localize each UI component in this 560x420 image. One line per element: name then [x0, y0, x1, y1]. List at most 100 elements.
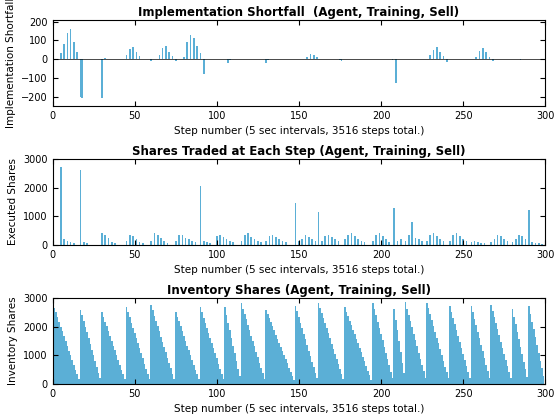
Bar	[321, 241, 323, 245]
Bar	[538, 243, 539, 245]
Bar	[298, 317, 300, 384]
Bar	[167, 243, 169, 245]
Bar	[237, 369, 239, 384]
Bar	[346, 312, 347, 384]
Bar	[526, 377, 528, 384]
Bar	[160, 238, 162, 245]
Bar	[479, 339, 480, 384]
Bar	[247, 234, 249, 245]
Bar	[198, 379, 199, 384]
Bar	[508, 372, 510, 384]
Bar	[541, 244, 543, 245]
Bar	[503, 239, 505, 245]
Bar	[475, 57, 477, 59]
Bar	[416, 346, 418, 384]
Bar	[338, 364, 339, 384]
Bar	[150, 305, 152, 384]
Bar	[188, 239, 190, 245]
Bar	[306, 345, 308, 384]
Bar	[490, 242, 492, 245]
Bar	[267, 314, 269, 384]
Bar	[336, 359, 338, 384]
Bar	[195, 370, 197, 384]
Bar	[433, 50, 435, 59]
Bar	[269, 236, 270, 245]
Bar	[292, 376, 293, 384]
Bar	[259, 362, 260, 384]
Bar	[88, 338, 90, 384]
Bar	[366, 366, 367, 384]
Bar	[80, 59, 81, 97]
Bar	[415, 340, 416, 384]
Bar	[452, 318, 454, 384]
Bar	[132, 47, 134, 59]
Bar	[241, 303, 242, 384]
Bar	[449, 306, 451, 384]
Bar	[139, 348, 141, 384]
Bar	[433, 326, 435, 384]
Bar	[175, 312, 176, 384]
Bar	[220, 369, 221, 384]
Bar	[370, 380, 372, 384]
Bar	[467, 372, 469, 384]
Bar	[199, 53, 201, 59]
Bar	[380, 334, 382, 384]
Bar	[493, 317, 495, 384]
Bar	[454, 324, 456, 384]
Bar	[500, 341, 502, 384]
Bar	[264, 379, 265, 384]
Bar	[78, 379, 80, 384]
Bar	[305, 339, 306, 384]
Bar	[484, 358, 486, 384]
Bar	[328, 235, 329, 245]
Bar	[185, 238, 186, 245]
Bar	[214, 353, 216, 384]
Bar	[270, 322, 272, 384]
Bar	[234, 353, 236, 384]
Bar	[104, 322, 106, 384]
Bar	[162, 342, 164, 384]
Bar	[421, 365, 423, 384]
Bar	[282, 351, 283, 384]
Bar	[375, 235, 377, 245]
Bar	[80, 170, 81, 245]
Bar	[393, 207, 395, 245]
Bar	[539, 361, 541, 384]
Bar	[229, 331, 231, 384]
Bar	[193, 39, 195, 59]
Bar	[65, 341, 67, 384]
Bar	[362, 357, 364, 384]
Bar	[124, 379, 125, 384]
Bar	[405, 302, 407, 384]
Bar	[295, 203, 296, 245]
Bar	[400, 352, 402, 384]
Bar	[351, 326, 352, 384]
Bar	[178, 321, 180, 384]
Bar	[533, 329, 535, 384]
Bar	[216, 359, 218, 384]
Bar	[520, 59, 521, 60]
Bar	[58, 322, 60, 384]
Bar	[86, 333, 88, 384]
Bar	[239, 376, 241, 384]
Bar	[452, 235, 454, 245]
Bar	[229, 59, 231, 60]
Bar	[125, 55, 127, 59]
Bar	[183, 336, 185, 384]
Bar	[465, 241, 467, 245]
Bar	[95, 361, 96, 384]
Bar	[333, 349, 334, 384]
Bar	[68, 351, 70, 384]
Bar	[456, 330, 458, 384]
Bar	[293, 380, 295, 384]
Bar	[101, 234, 102, 245]
Bar	[470, 306, 472, 384]
Bar	[83, 321, 85, 384]
Bar	[405, 241, 407, 245]
Bar	[160, 337, 162, 384]
Bar	[209, 338, 211, 384]
Bar	[150, 241, 152, 245]
Bar	[93, 355, 95, 384]
Bar	[218, 364, 220, 384]
Bar	[139, 242, 141, 245]
